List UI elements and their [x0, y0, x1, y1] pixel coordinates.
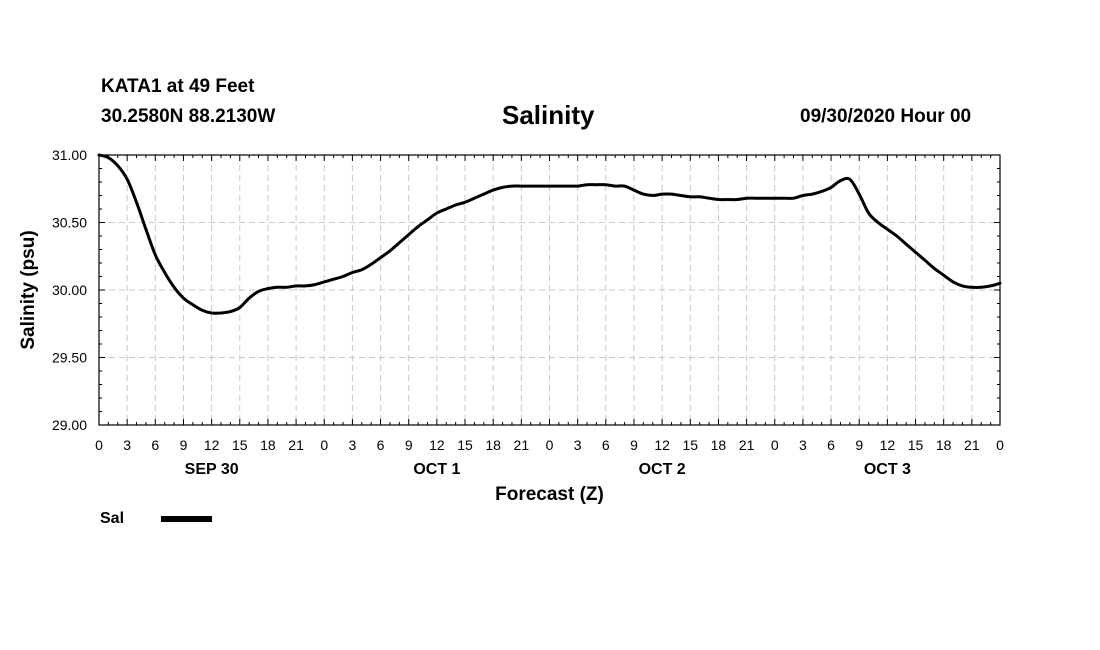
- x-tick-label: 6: [151, 437, 159, 453]
- x-tick-label: 0: [771, 437, 779, 453]
- x-tick-label: 0: [95, 437, 103, 453]
- x-tick-label: 0: [996, 437, 1004, 453]
- y-tick-label: 30.00: [52, 282, 87, 298]
- legend-swatch: [161, 516, 212, 522]
- x-tick-label: 15: [908, 437, 924, 453]
- day-label: OCT 1: [413, 461, 460, 478]
- x-tick-label: 3: [574, 437, 582, 453]
- y-tick-label: 29.00: [52, 417, 87, 433]
- x-tick-label: 21: [964, 437, 980, 453]
- day-label: OCT 3: [864, 461, 911, 478]
- legend-label: Sal: [100, 510, 125, 527]
- x-tick-label: 15: [232, 437, 248, 453]
- x-tick-label: 12: [880, 437, 896, 453]
- x-tick-label: 6: [602, 437, 610, 453]
- x-tick-label: 0: [320, 437, 328, 453]
- y-tick-label: 31.00: [52, 147, 87, 163]
- x-tick-label: 18: [260, 437, 276, 453]
- x-tick-label: 9: [405, 437, 413, 453]
- x-tick-label: 18: [485, 437, 501, 453]
- station-label: KATA1 at 49 Feet: [101, 76, 255, 97]
- day-label: OCT 2: [639, 461, 686, 478]
- y-tick-label: 30.50: [52, 215, 87, 231]
- x-tick-label: 0: [546, 437, 554, 453]
- x-tick-label: 15: [682, 437, 698, 453]
- x-tick-label: 6: [827, 437, 835, 453]
- x-tick-label: 12: [204, 437, 220, 453]
- x-tick-label: 3: [349, 437, 357, 453]
- x-tick-label: 18: [936, 437, 952, 453]
- x-tick-label: 3: [799, 437, 807, 453]
- x-axis-label: Forecast (Z): [495, 484, 604, 505]
- y-axis-label: Salinity (psu): [18, 230, 39, 349]
- x-tick-label: 21: [514, 437, 530, 453]
- x-tick-label: 21: [288, 437, 304, 453]
- x-tick-label: 9: [180, 437, 188, 453]
- x-tick-label: 12: [654, 437, 670, 453]
- chart-title: Salinity: [502, 100, 595, 130]
- day-label: SEP 30: [185, 461, 239, 478]
- x-tick-label: 9: [630, 437, 638, 453]
- valid-time-label: 09/30/2020 Hour 00: [800, 106, 972, 127]
- x-tick-label: 9: [855, 437, 863, 453]
- x-tick-label: 6: [377, 437, 385, 453]
- x-tick-label: 15: [457, 437, 473, 453]
- series-line-sal: [97, 153, 1002, 315]
- coordinates-label: 30.2580N 88.2130W: [101, 106, 276, 127]
- x-tick-label: 21: [739, 437, 755, 453]
- x-tick-label: 18: [711, 437, 727, 453]
- y-tick-label: 29.50: [52, 350, 87, 366]
- x-tick-label: 3: [123, 437, 131, 453]
- x-tick-label: 12: [429, 437, 445, 453]
